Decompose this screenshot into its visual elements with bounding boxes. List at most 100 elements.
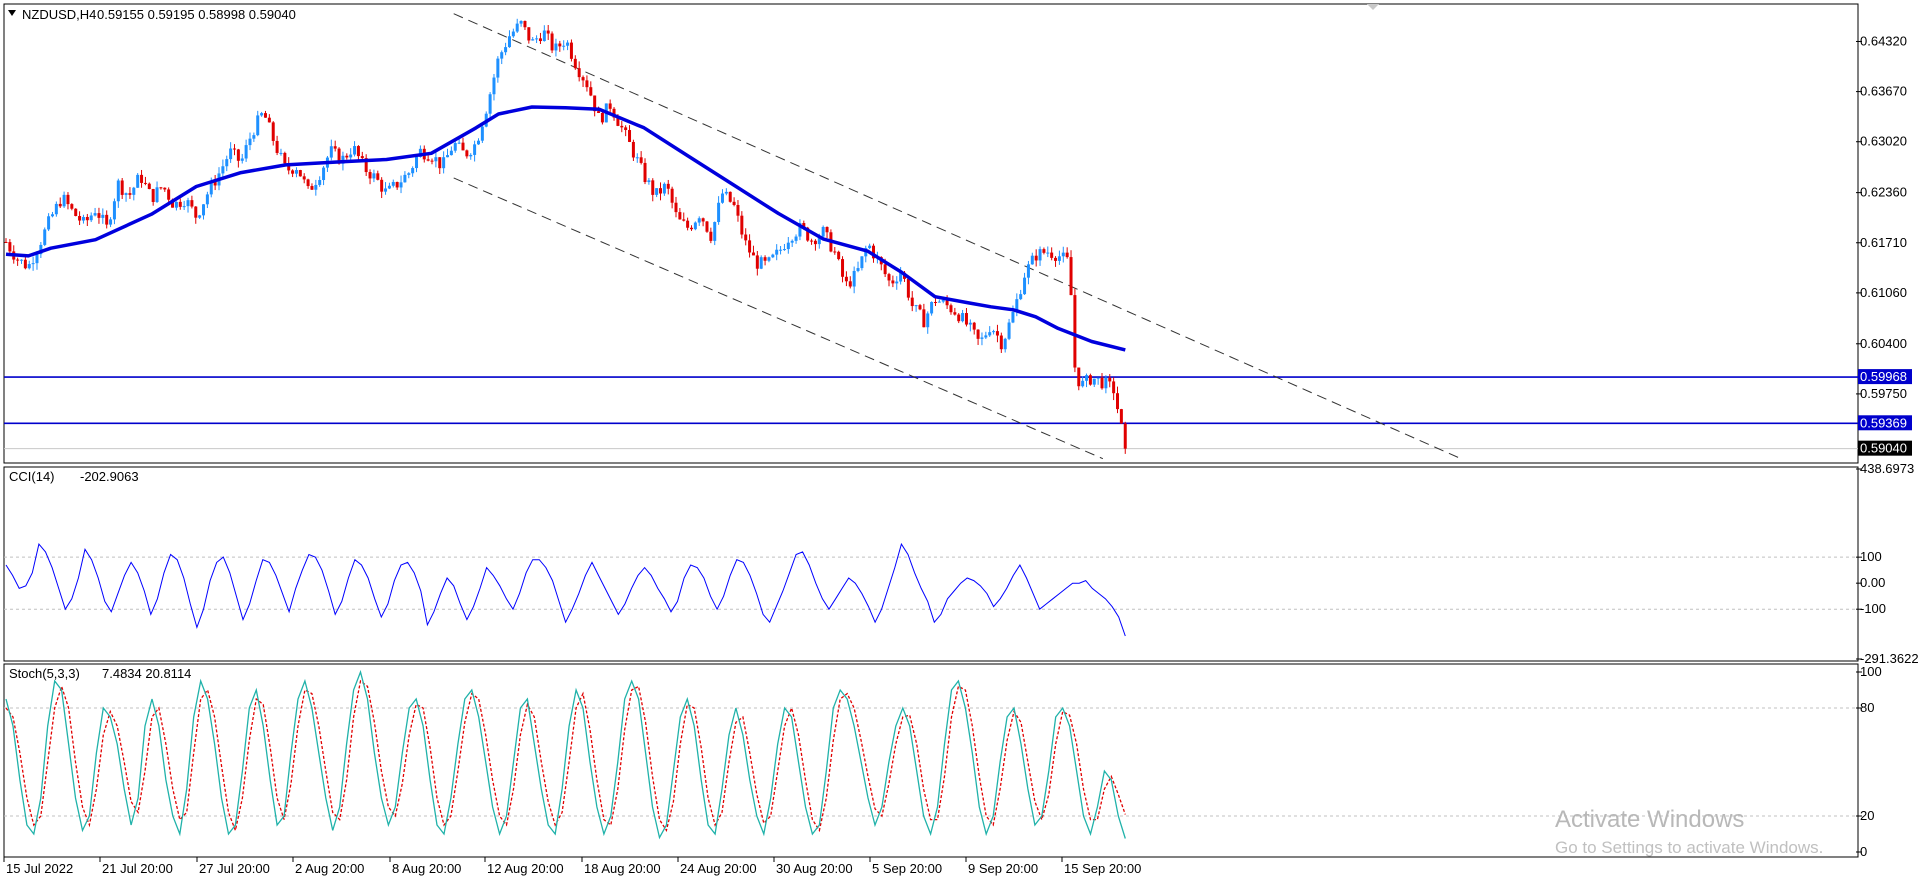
channel-lower-line[interactable] — [453, 177, 1104, 460]
candle-body — [767, 257, 771, 261]
candle-body — [209, 181, 213, 195]
candle-body — [914, 305, 918, 307]
candle-body — [620, 125, 624, 128]
candle-body — [918, 305, 922, 310]
candle-body — [628, 130, 632, 142]
candle-body — [418, 148, 422, 157]
candle-body — [23, 259, 27, 269]
candle-body — [724, 191, 728, 194]
cci-tick-label: -100 — [1860, 601, 1886, 616]
candle-body — [391, 181, 395, 186]
candle-body — [333, 146, 337, 149]
candle-body — [1011, 312, 1015, 323]
candle-body — [562, 45, 566, 47]
x-tick-label: 30 Aug 20:00 — [776, 861, 853, 876]
candle-body — [178, 201, 182, 207]
cci-line — [5, 542, 1126, 637]
candle-body — [1038, 249, 1042, 261]
candle-body — [260, 113, 264, 116]
candle-body — [976, 329, 980, 339]
candle-body — [697, 218, 701, 223]
candle-body — [500, 52, 504, 59]
candle-body — [504, 47, 508, 53]
candle-body — [763, 257, 767, 261]
channel-upper-line[interactable] — [453, 13, 1462, 460]
candle-body — [240, 158, 244, 161]
candle-body — [322, 167, 326, 181]
candle-body — [434, 157, 438, 162]
horizontal-levels[interactable] — [4, 376, 1858, 450]
menu-triangle-icon[interactable] — [8, 10, 16, 16]
candle-body — [1023, 277, 1027, 295]
scroll-marker-icon[interactable] — [1367, 4, 1379, 10]
candle-body — [705, 221, 709, 232]
candle-body — [248, 138, 252, 146]
candle-body — [403, 174, 407, 183]
candle-body — [1112, 381, 1116, 394]
candle-body — [980, 337, 984, 339]
stoch-values: 7.4834 20.8114 — [102, 666, 191, 681]
candle-body — [8, 242, 12, 252]
candle-body — [972, 322, 976, 330]
candle-body — [872, 245, 876, 259]
cci-panel[interactable]: 438.6973 100 0.00 -100 -291.3622 CCI(14) -20… — [3, 461, 1919, 666]
candle-body — [713, 222, 717, 241]
candle-body — [612, 108, 616, 118]
candle-body — [856, 268, 860, 271]
candle-body — [221, 166, 225, 174]
candles — [4, 18, 1127, 454]
candle-body — [415, 156, 419, 169]
candle-body — [566, 42, 570, 46]
candle-body — [116, 180, 120, 202]
candle-body — [995, 331, 999, 336]
current-price-label: 0.59040 — [1860, 441, 1907, 456]
candle-body — [147, 183, 151, 190]
stoch-lines — [5, 669, 1126, 840]
candle-body — [771, 254, 775, 258]
candle-body — [66, 194, 70, 205]
cci-y-axis: 438.6973 100 0.00 -100 -291.3622 — [1856, 461, 1919, 666]
candle-body — [659, 188, 663, 194]
candle-body — [356, 146, 360, 157]
candle-body — [283, 152, 287, 164]
price-tick-label: 0.64320 — [1860, 33, 1907, 48]
candle-body — [569, 42, 573, 59]
candle-body — [957, 314, 961, 322]
candle-body — [1092, 378, 1096, 385]
x-tick-label: 27 Jul 20:00 — [199, 861, 270, 876]
price-tick-label: 0.61710 — [1860, 235, 1907, 250]
candle-body — [488, 94, 492, 114]
candle-body — [813, 240, 817, 245]
candle-body — [1030, 255, 1034, 265]
ohlc-values: 0.59155 0.59195 0.58998 0.59040 — [97, 7, 296, 22]
candle-body — [155, 187, 159, 202]
candle-body — [120, 180, 124, 195]
candle-body — [457, 142, 461, 144]
candle-body — [883, 264, 887, 275]
candle-body — [35, 254, 39, 264]
price-panel[interactable]: 0.64320 0.63670 0.63020 0.62360 0.61710 0.610… — [3, 3, 1912, 464]
candle-body — [101, 214, 105, 218]
x-tick-label: 12 Aug 20:00 — [487, 861, 564, 876]
candle-body — [384, 188, 388, 192]
candle-body — [140, 174, 144, 183]
candle-body — [937, 301, 941, 303]
candle-body — [1077, 367, 1081, 387]
candle-body — [105, 214, 109, 225]
candle-body — [821, 226, 825, 237]
current-price-tag — [1858, 440, 1912, 456]
candle-body — [143, 182, 147, 184]
candle-body — [430, 160, 434, 162]
candle-body — [442, 157, 446, 169]
stoch-panel[interactable]: 100 80 20 0 Stoch(5,3,3) 7.4834 20.8114 — [3, 663, 1882, 859]
level-price-label: 0.59369 — [1860, 415, 1907, 430]
candle-body — [817, 236, 821, 245]
price-panel-border — [3, 3, 1859, 464]
candle-body — [171, 199, 175, 208]
candle-body — [693, 222, 697, 230]
candle-body — [58, 203, 62, 207]
candle-body — [124, 193, 128, 195]
trend-channel[interactable] — [453, 13, 1462, 460]
